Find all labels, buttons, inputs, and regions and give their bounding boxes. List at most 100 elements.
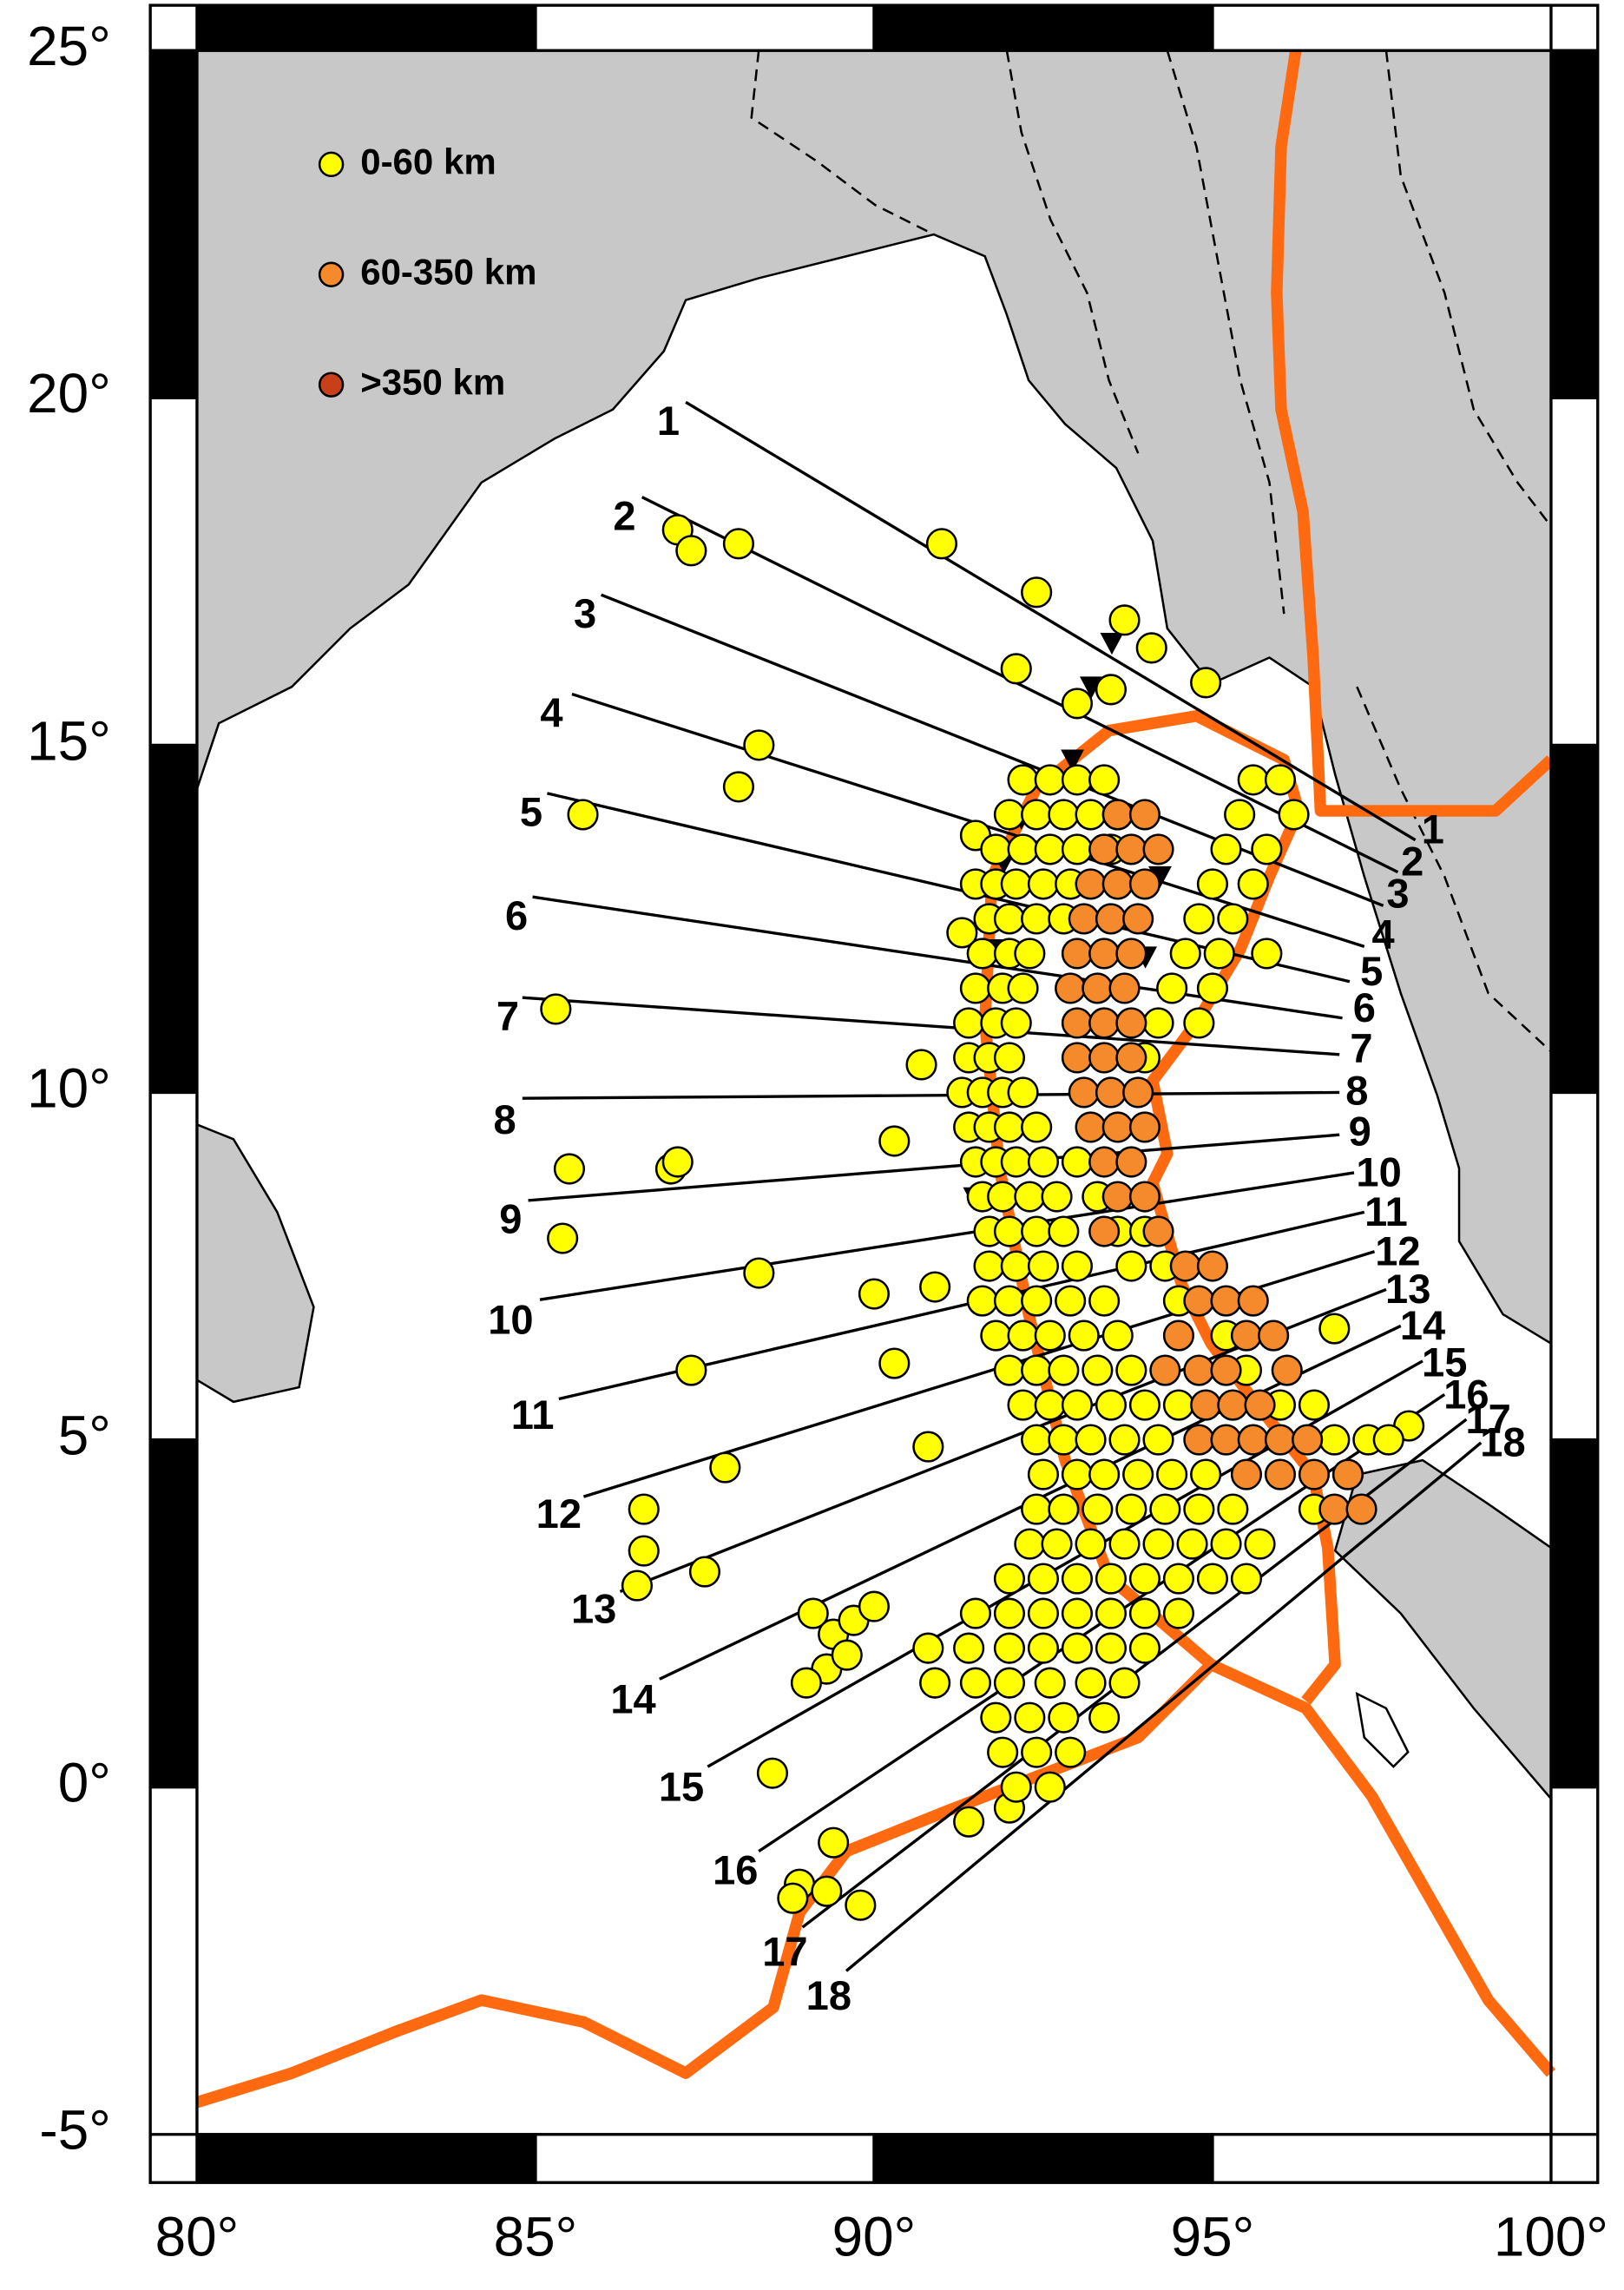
earthquake xyxy=(1061,1007,1094,1039)
earthquake xyxy=(1176,1528,1208,1560)
legend-label: >350 km xyxy=(360,361,505,402)
earthquake xyxy=(1027,1597,1060,1629)
plate-boundary xyxy=(194,1660,1216,2109)
earthquake xyxy=(980,833,1012,865)
plate-boundaries xyxy=(194,49,1556,2109)
earthquake xyxy=(1000,1771,1032,1803)
profile-label: 5 xyxy=(1360,948,1383,994)
earthquake xyxy=(1217,1493,1249,1525)
profile-label: 11 xyxy=(1364,1188,1408,1234)
earthquake xyxy=(966,938,998,970)
earthquake xyxy=(1007,764,1039,796)
profile-label: 13 xyxy=(1385,1266,1430,1312)
earthquake xyxy=(1128,1181,1161,1213)
profile-label: 8 xyxy=(494,1096,516,1142)
earthquake xyxy=(1101,1181,1134,1213)
profile-line xyxy=(641,496,1399,874)
x-tick-label: 90° xyxy=(832,2205,917,2267)
earthquake xyxy=(1244,1528,1276,1560)
earthquake xyxy=(1237,1285,1269,1317)
earthquake xyxy=(1088,1285,1121,1317)
profile-label: 8 xyxy=(1345,1068,1368,1114)
earthquake xyxy=(1183,1493,1215,1525)
profile-label: 3 xyxy=(574,590,596,636)
profile-line xyxy=(685,400,1417,842)
earthquake xyxy=(1000,1007,1032,1039)
earthquake xyxy=(1210,1424,1242,1456)
earthquake xyxy=(1021,576,1053,609)
earthquake xyxy=(858,1590,891,1622)
frame: 80° 85° 90° 95° 100° 25° 20° 15° 10° 5° 0° -5° xyxy=(27,3,1608,2267)
earthquake xyxy=(1068,1076,1100,1109)
earthquake xyxy=(567,799,599,831)
y-tick-label: 20° xyxy=(27,362,111,424)
earthquake xyxy=(1061,938,1094,970)
earthquake xyxy=(1075,1424,1107,1456)
earthquake xyxy=(1075,868,1107,900)
earthquake xyxy=(1027,868,1060,900)
earthquake xyxy=(1224,799,1256,831)
earthquake xyxy=(845,1889,877,1921)
earthquake xyxy=(1142,1215,1174,1247)
profile-label: 4 xyxy=(1372,911,1395,957)
earthquake xyxy=(993,1563,1026,1595)
earthquake xyxy=(973,1250,1005,1282)
earthquake xyxy=(1048,1701,1080,1734)
earthquake xyxy=(1115,938,1147,970)
earthquake xyxy=(1149,1493,1181,1525)
earthquake xyxy=(1061,1458,1094,1490)
earthquake xyxy=(1101,1111,1134,1143)
frame-segment xyxy=(196,2134,536,2183)
earthquake xyxy=(675,1354,707,1386)
earthquake xyxy=(1128,868,1161,900)
earthquake xyxy=(1075,1528,1107,1560)
earthquake xyxy=(1108,1424,1141,1456)
profile-label: 9 xyxy=(1349,1109,1371,1155)
earthquake xyxy=(1183,1285,1215,1317)
earthquake xyxy=(1237,1424,1269,1456)
profile-label: 14 xyxy=(610,1676,655,1722)
earthquake xyxy=(1135,632,1167,664)
earthquake xyxy=(1115,1493,1147,1525)
earthquake xyxy=(1088,938,1121,970)
volcano xyxy=(1061,749,1085,772)
earthquake xyxy=(919,1271,951,1303)
earthquake xyxy=(993,1354,1026,1386)
earthquake xyxy=(1115,1007,1147,1039)
earthquake xyxy=(1048,1215,1080,1247)
earthquake xyxy=(1128,799,1161,831)
legend-swatch xyxy=(318,372,345,398)
earthquake xyxy=(1061,833,1094,865)
earthquake xyxy=(1000,868,1032,900)
profile-label: 2 xyxy=(1401,839,1423,885)
profile-label: 15 xyxy=(659,1763,704,1809)
earthquake xyxy=(1027,1250,1060,1282)
earthquake xyxy=(1115,1146,1147,1178)
sri-lanka xyxy=(195,1122,315,1404)
earthquake xyxy=(1128,1563,1161,1595)
earthquake xyxy=(1196,868,1229,900)
profile-label: 1 xyxy=(657,398,680,444)
earthquake xyxy=(946,917,978,949)
earthquake xyxy=(1082,1493,1114,1525)
earthquake xyxy=(1278,799,1310,831)
earthquake xyxy=(1108,972,1141,1004)
plate-boundary xyxy=(1271,49,1555,817)
earthquake xyxy=(1115,1042,1147,1074)
earthquake xyxy=(1061,764,1094,796)
profile-line xyxy=(528,1133,1340,1202)
earthquake xyxy=(1101,799,1134,831)
frame-segment xyxy=(150,745,197,1093)
earthquake xyxy=(993,1042,1026,1074)
earthquake xyxy=(1230,1458,1263,1490)
earthquake xyxy=(1217,903,1249,935)
earthquake xyxy=(1021,1111,1053,1143)
earthquake xyxy=(993,799,1026,831)
earthquake xyxy=(1061,1146,1094,1178)
profile-label: 6 xyxy=(505,892,528,938)
earthquake xyxy=(1088,833,1121,865)
earthquake xyxy=(661,1146,694,1178)
earthquake xyxy=(1014,938,1046,970)
earthquake xyxy=(1061,1597,1094,1629)
